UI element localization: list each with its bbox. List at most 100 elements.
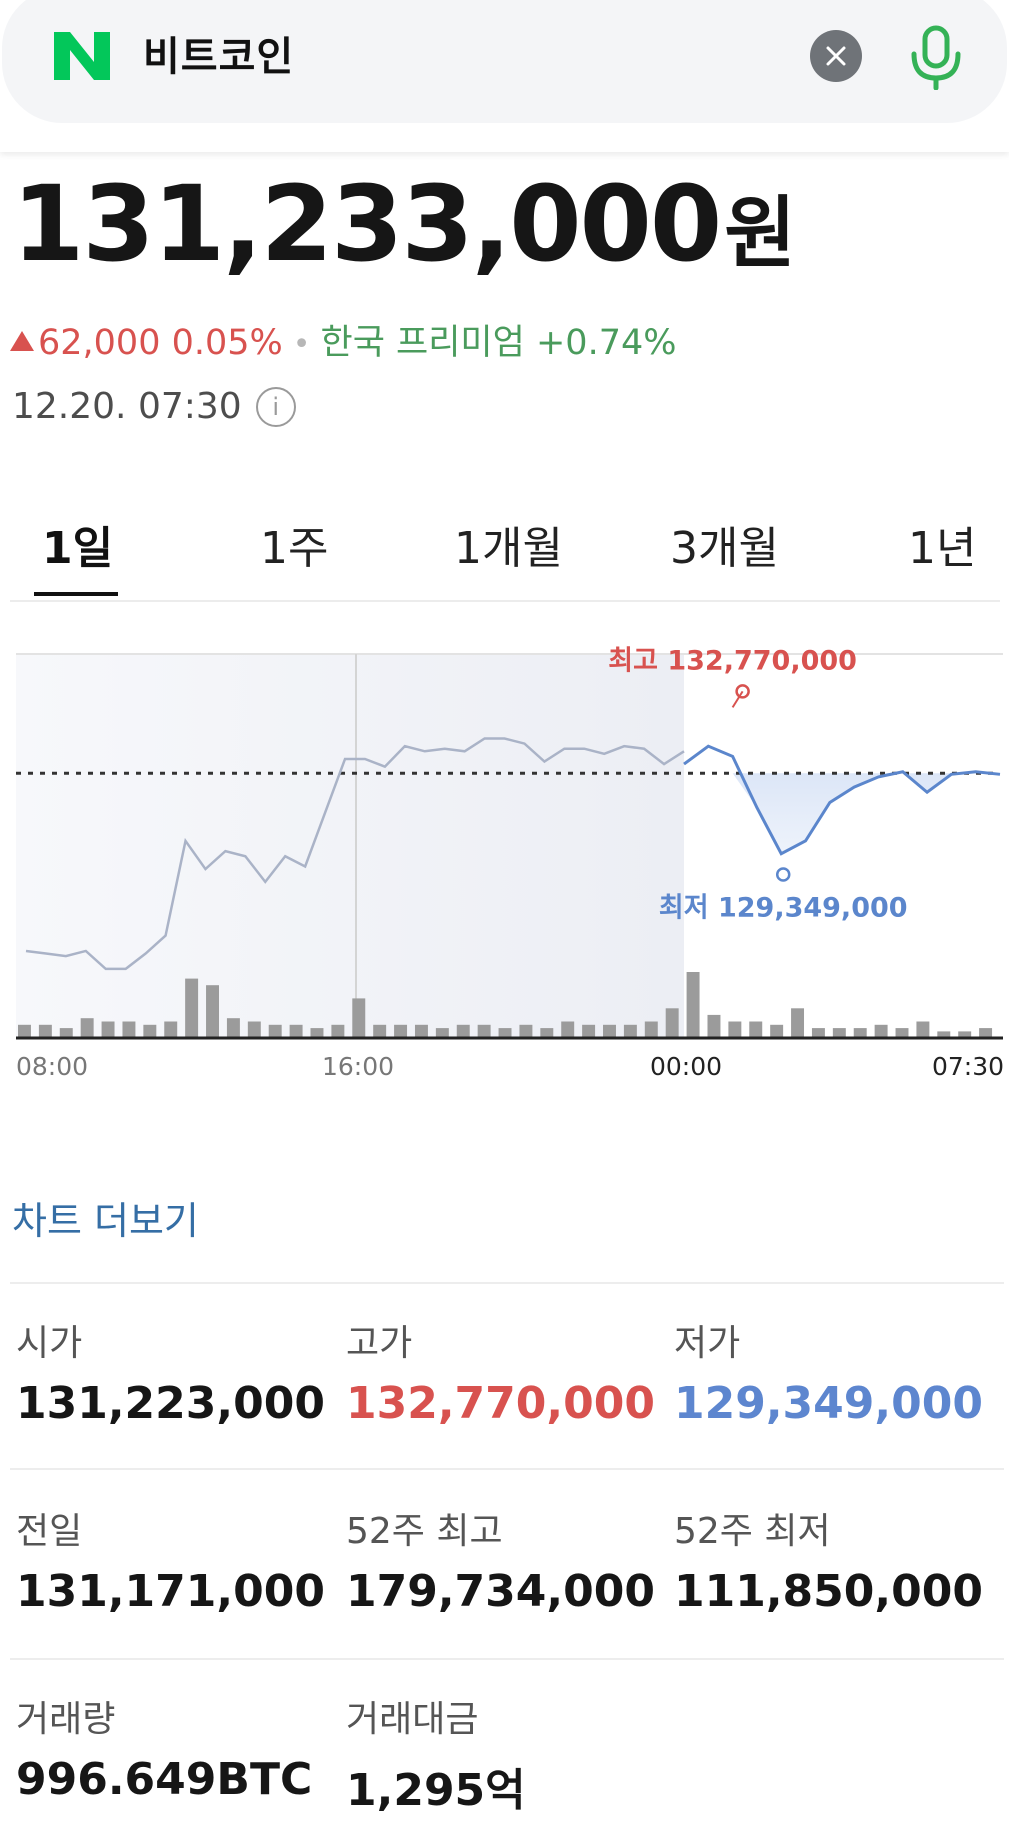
- stat-trade-value: 거래대금 1,295억: [346, 1690, 526, 1818]
- x-tick-0800: 08:00: [16, 1052, 88, 1081]
- stat-label: 전일: [16, 1511, 83, 1552]
- volume-bar: [561, 1021, 575, 1038]
- volume-bar: [644, 1021, 658, 1038]
- volume-bar: [895, 1028, 909, 1038]
- volume-bar: [979, 1028, 993, 1038]
- stat-label: 거래대금: [346, 1699, 479, 1740]
- price-change: 62,000: [38, 323, 161, 363]
- volume-bar: [958, 1031, 972, 1038]
- volume-bar: [686, 972, 700, 1038]
- price-unit: 원: [724, 189, 796, 279]
- stat-value: 131,171,000: [16, 1566, 325, 1617]
- stat-52w-low: 52주 최저 111,850,000: [674, 1502, 983, 1617]
- tab-1year[interactable]: 1년: [908, 523, 977, 574]
- volume-bar: [874, 1024, 888, 1038]
- volume-bar: [582, 1024, 596, 1038]
- volume-bar: [373, 1024, 387, 1038]
- volume-bar: [289, 1024, 303, 1038]
- change-row: 62,000 0.05% • 한국 프리미엄 +0.74%: [10, 314, 676, 365]
- volume-bar: [540, 1028, 554, 1038]
- price-value: 131,233,000: [12, 163, 722, 285]
- volume-bar: [665, 1008, 679, 1038]
- price-line-past: [25, 737, 685, 971]
- high-annotation: 최고 132,770,000: [608, 645, 857, 676]
- stat-value: 131,223,000: [16, 1378, 325, 1429]
- search-bar: 비트코인: [0, 0, 1009, 152]
- chart-past-background: [16, 654, 684, 1038]
- stat-value: 129,349,000: [674, 1378, 983, 1429]
- volume-bar: [811, 1028, 825, 1038]
- volume-bar: [80, 1018, 94, 1038]
- close-icon: [826, 46, 846, 66]
- more-chart-link[interactable]: 차트 더보기: [12, 1199, 199, 1243]
- stat-label: 고가: [346, 1323, 413, 1364]
- stat-label: 거래량: [16, 1699, 116, 1740]
- volume-bars: [18, 972, 993, 1038]
- volume-bar: [791, 1008, 805, 1038]
- volume-bar: [728, 1021, 742, 1038]
- stat-value: 111,850,000: [674, 1566, 983, 1617]
- volume-bar: [498, 1028, 512, 1038]
- volume-bar: [164, 1021, 178, 1038]
- high-marker-stem: [731, 690, 744, 708]
- volume-bar: [937, 1031, 951, 1038]
- volume-bar: [394, 1024, 408, 1038]
- x-tick-0730: 07:30: [932, 1052, 1004, 1081]
- volume-bar: [18, 1024, 31, 1038]
- stat-prev-close: 전일 131,171,000: [16, 1502, 325, 1617]
- high-marker: [735, 684, 750, 699]
- stat-volume: 거래량 996.649BTC: [16, 1690, 312, 1805]
- volume-bar: [435, 1028, 449, 1038]
- timestamp: 12.20. 07:30: [12, 386, 242, 427]
- tab-1day[interactable]: 1일: [42, 523, 114, 574]
- volume-bar: [101, 1021, 115, 1038]
- volume-bar: [59, 1028, 73, 1038]
- low-marker: [775, 867, 791, 882]
- volume-bar: [226, 1018, 240, 1038]
- clear-search-button[interactable]: [810, 30, 862, 82]
- tab-1month[interactable]: 1개월: [454, 523, 563, 574]
- volume-bar: [707, 1014, 721, 1038]
- stat-52w-high: 52주 최고 179,734,000: [346, 1502, 655, 1617]
- tab-1week[interactable]: 1주: [260, 523, 329, 574]
- divider: [10, 1468, 1004, 1470]
- active-tab-indicator: [34, 592, 118, 596]
- volume-bar: [352, 998, 366, 1038]
- low-area-fill: [684, 773, 1000, 854]
- info-icon[interactable]: i: [255, 386, 296, 427]
- price-line-current: [683, 744, 1001, 856]
- stat-label: 52주 최저: [674, 1511, 831, 1552]
- volume-bar: [916, 1021, 930, 1038]
- volume-bar: [770, 1024, 784, 1038]
- volume-bar: [206, 985, 219, 1038]
- price-chart[interactable]: 최고 132,770,000 최저 129,349,000 08:00 16:0…: [0, 640, 1009, 1130]
- volume-bar: [247, 1021, 261, 1038]
- volume-bar: [832, 1028, 846, 1038]
- x-tick-0000: 00:00: [650, 1052, 722, 1081]
- volume-bar: [749, 1021, 763, 1038]
- volume-bar: [331, 1024, 345, 1038]
- period-tabs: 1일 1주 1개월 3개월 1년: [10, 500, 1000, 602]
- stat-label: 저가: [674, 1323, 741, 1364]
- volume-bar: [122, 1021, 136, 1038]
- naver-logo-icon[interactable]: [52, 30, 112, 82]
- volume-bar: [310, 1028, 324, 1038]
- search-query-text[interactable]: 비트코인: [143, 34, 295, 80]
- stat-value: 1,295억: [346, 1765, 526, 1816]
- korea-premium-value: +0.74%: [535, 323, 677, 363]
- volume-bar: [603, 1024, 616, 1038]
- current-price: 131,233,000원: [12, 172, 796, 279]
- volume-bar: [853, 1028, 867, 1038]
- stat-value: 132,770,000: [346, 1378, 655, 1429]
- volume-bar: [143, 1024, 157, 1038]
- stat-value: 179,734,000: [346, 1566, 655, 1617]
- stat-low: 저가 129,349,000: [674, 1314, 983, 1429]
- timestamp-row: 12.20. 07:30 i: [12, 386, 296, 427]
- volume-bar: [268, 1024, 282, 1038]
- tab-3month[interactable]: 3개월: [670, 523, 779, 574]
- price-change-percent: 0.05%: [171, 323, 283, 363]
- microphone-icon[interactable]: [906, 24, 966, 90]
- korea-premium-label: 한국 프리미엄: [320, 323, 525, 363]
- low-annotation: 최저 129,349,000: [659, 893, 908, 924]
- stat-label: 시가: [16, 1323, 83, 1364]
